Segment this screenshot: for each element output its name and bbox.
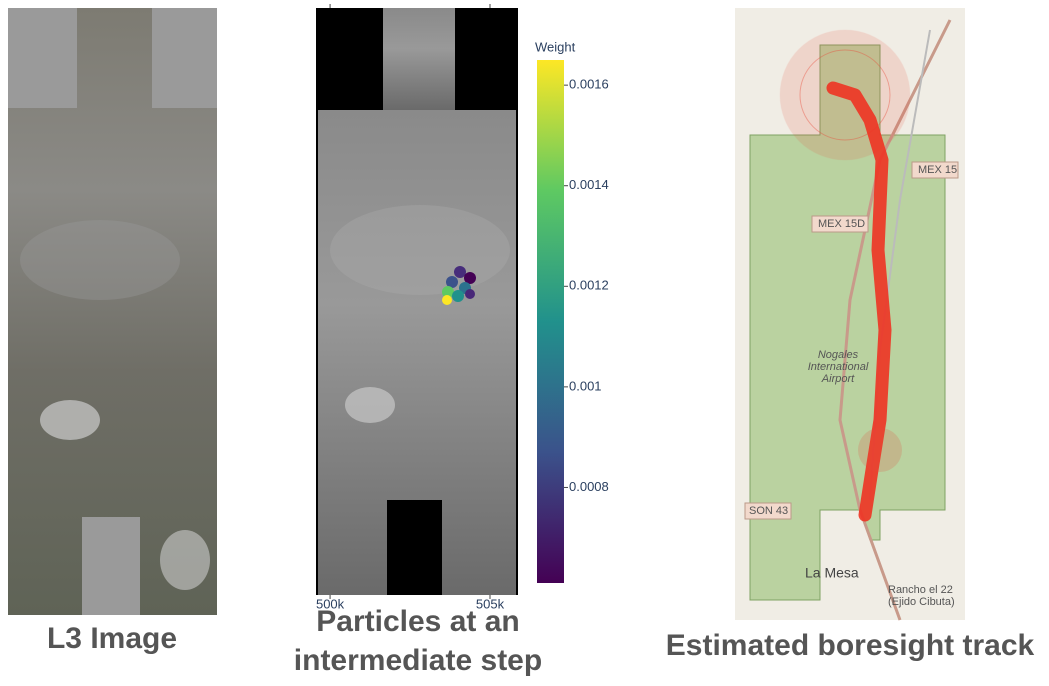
figure: L3 Image Weight 0.0016 0.0014 0.0012 0.001 0… (0, 0, 1049, 681)
colorbar-tick-label: 0.0014 (569, 177, 609, 192)
map-label: Airport (821, 373, 855, 385)
caption-line: Particles at an (316, 605, 519, 638)
l3-image (8, 8, 217, 615)
caption: Estimated boresight track (666, 629, 1035, 662)
caption-line: intermediate step (294, 644, 542, 677)
colorbar-tick-label: 0.0012 (569, 278, 609, 293)
map-label: La Mesa (805, 565, 859, 581)
map-label: (Ejido Cibuta) (888, 596, 955, 608)
colorbar-tick-label: 0.0008 (569, 479, 609, 494)
map-label: MEX 15 (918, 164, 957, 176)
colorbar-tick-label: 0.001 (569, 378, 602, 393)
colorbar-tick-label: 0.0016 (569, 77, 609, 92)
map (735, 8, 965, 620)
map-label: Rancho el 22 (888, 584, 953, 596)
map-label: Nogales (818, 349, 859, 361)
colorbar (537, 60, 564, 583)
particle-image (316, 8, 518, 595)
caption: L3 Image (47, 622, 177, 655)
colorbar-title: Weight (535, 39, 576, 54)
map-label: International (808, 361, 869, 373)
map-label: SON 43 (749, 505, 788, 517)
map-label: MEX 15D (818, 218, 865, 230)
